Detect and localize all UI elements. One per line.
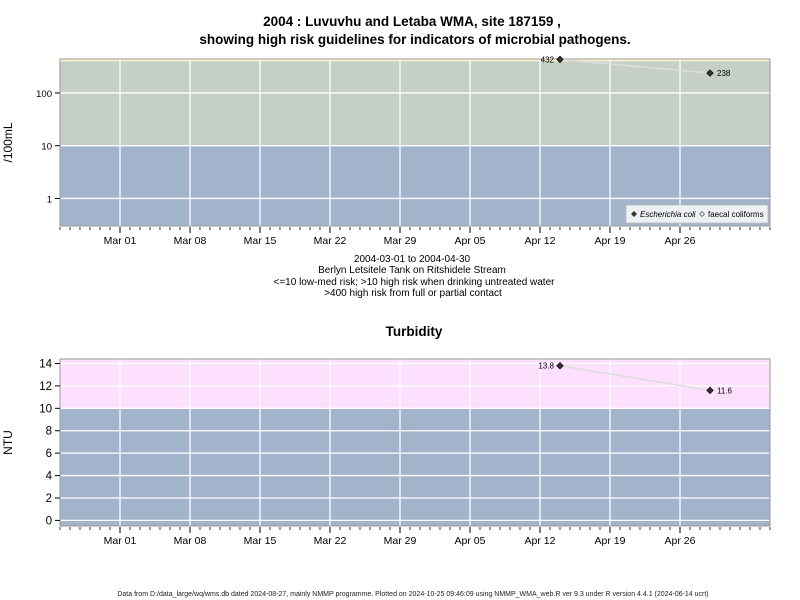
data-label: 238 — [717, 69, 731, 78]
y-axis-label: /100mL — [1, 122, 15, 162]
data-label: 432 — [541, 55, 555, 64]
risk-band-0 — [60, 408, 770, 526]
chart1-note-guideline-contact: >400 high risk from full or partial cont… — [324, 288, 502, 299]
data-point — [706, 69, 714, 77]
y-tick-label: 14 — [39, 358, 52, 370]
y-tick-label: 2 — [46, 493, 52, 505]
x-tick-label: Apr 26 — [665, 235, 696, 247]
x-tick-label: Mar 15 — [244, 235, 277, 247]
data-point — [706, 386, 714, 395]
x-tick-label: Apr 05 — [455, 535, 486, 547]
x-tick-label: Apr 26 — [665, 535, 696, 547]
y-tick-label: 4 — [46, 471, 53, 483]
x-tick-label: Mar 08 — [174, 235, 207, 247]
series-line — [559, 364, 711, 392]
legend-entry: Escherichia coli — [640, 210, 696, 219]
footer-text: Data from D:/data_large/wq/wms.db dated … — [117, 591, 708, 598]
chart1-note-daterange: 2004-03-01 to 2004-04-30 — [354, 254, 471, 265]
x-tick-label: Mar 22 — [314, 535, 347, 547]
chart1-title-line2: showing high risk guidelines for indicat… — [199, 32, 630, 47]
y-tick-label: 10 — [39, 403, 52, 415]
y-tick-label: 0 — [46, 515, 52, 527]
x-tick-label: Mar 08 — [174, 535, 207, 547]
risk-band-1 — [60, 359, 770, 409]
x-tick-label: Mar 15 — [244, 535, 277, 547]
x-tick-label: Apr 05 — [455, 235, 486, 247]
chart1-note-site: Berlyn Letsitele Tank on Ritshidele Stre… — [318, 265, 506, 276]
y-tick-label: 6 — [46, 448, 52, 460]
legend-marker — [631, 211, 637, 217]
plot-frame — [59, 58, 771, 227]
chart1-title: 2004 : Luvuvhu and Letaba WMA, site 1871… — [263, 14, 561, 29]
y-axis-label: NTU — [1, 430, 15, 455]
x-tick-label: Mar 22 — [314, 235, 347, 247]
data-point — [556, 55, 564, 64]
risk-band-2 — [60, 59, 770, 62]
legend-entry: faecal coliforms — [708, 210, 764, 219]
data-label: 13.8 — [538, 362, 554, 371]
chart2-title: Turbidity — [386, 324, 443, 339]
x-tick-label: Mar 29 — [384, 535, 417, 547]
x-tick-label: Mar 01 — [104, 235, 137, 247]
y-tick-label: 10 — [41, 142, 52, 153]
data-point — [556, 362, 564, 370]
chart2-plot: Mar 01 Mar 08 Mar 15 Mar 22 Mar 29 Apr 05 Apr … — [1, 358, 771, 547]
risk-band-1 — [60, 61, 770, 146]
x-tick-label: Mar 29 — [384, 235, 417, 247]
legend: Escherichia coli faecal coliforms — [625, 204, 769, 224]
x-tick-label: Apr 19 — [595, 535, 626, 547]
chart1-plot: Mar 01 Mar 08 Mar 15 Mar 22 Mar 29 Apr 05 Apr … — [1, 55, 771, 247]
data-label: 11.6 — [717, 386, 733, 395]
plot-frame — [59, 358, 771, 527]
x-tick-label: Apr 12 — [525, 235, 556, 247]
legend-box — [625, 204, 769, 224]
x-tick-label: Apr 19 — [595, 235, 626, 247]
chart1-note-guideline-drinking: <=10 low-med risk; >10 high risk when dr… — [274, 277, 556, 288]
legend-marker — [699, 211, 705, 217]
y-tick-label: 1 — [47, 194, 52, 205]
x-tick-label: Apr 12 — [525, 535, 556, 547]
y-tick-label: 12 — [39, 381, 52, 393]
y-tick-label: 8 — [46, 426, 52, 438]
x-tick-label: Mar 01 — [104, 535, 137, 547]
series-line — [559, 58, 711, 74]
y-tick-label: 100 — [36, 89, 52, 100]
